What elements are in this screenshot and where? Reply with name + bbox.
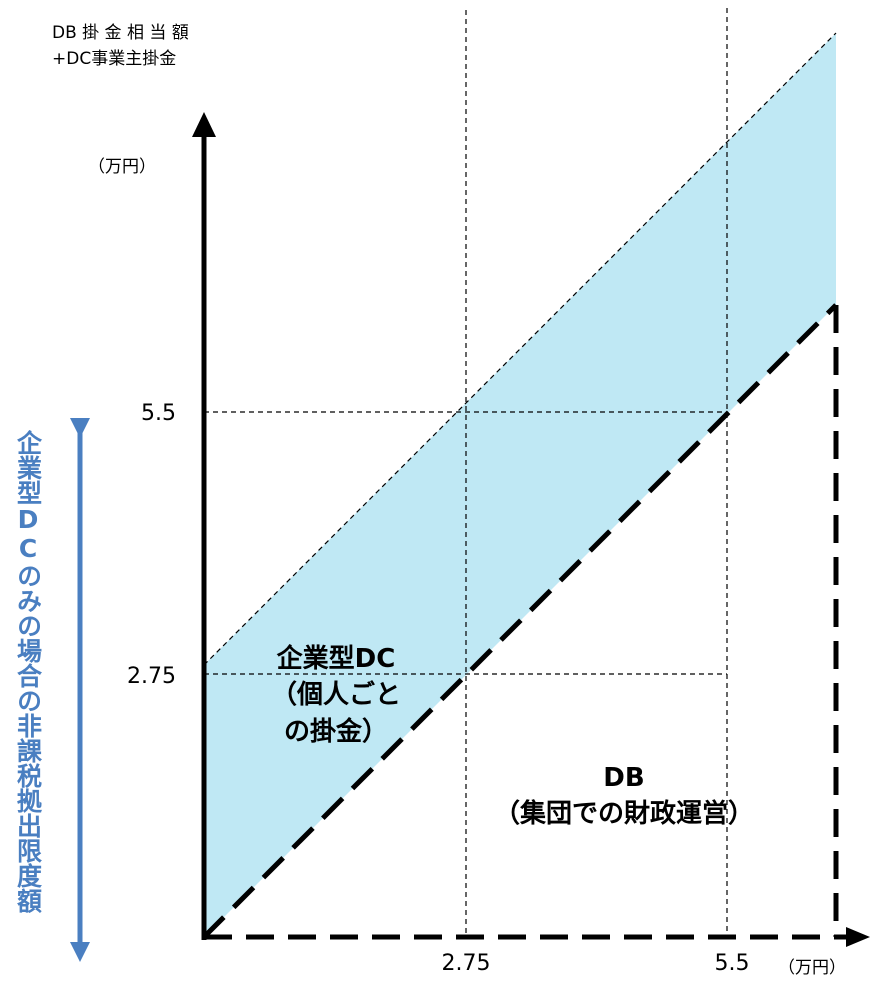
y-tick-5-5: 5.5 <box>141 401 176 426</box>
db-region-label-line-2: （集団での財政運営） <box>494 798 754 829</box>
x-axis-arrowhead <box>846 927 870 947</box>
y-axis-title-line-2: +DC事業主掛金 <box>52 49 176 69</box>
y-tick-2-75: 2.75 <box>127 664 176 689</box>
guide-lines <box>203 8 837 937</box>
db-lines <box>202 303 846 940</box>
x-axis-unit: （万円） <box>778 958 846 978</box>
db-diagonal-line <box>202 303 838 939</box>
x-tick-5-5: 5.5 <box>715 951 750 976</box>
db-region-label-line-1: DB <box>603 763 644 793</box>
dc-region-label-line-2: （個人ごと <box>271 679 401 710</box>
dc-region-label-line-1: 企業型DC <box>277 643 396 674</box>
y-axis-unit: （万円） <box>88 157 156 177</box>
x-tick-2-75: 2.75 <box>442 951 491 976</box>
dc-only-limit-side-label: 企業型DCのみの場合の非課税拠出限度額 <box>14 429 43 914</box>
upper-limit-line <box>203 32 837 666</box>
dc-band-area <box>204 33 836 937</box>
y-axis-title-line-1: DB 掛 金 相 当 額 <box>52 23 189 43</box>
y-axis-arrowhead <box>192 112 216 137</box>
dc-region-label-line-3: の掛金） <box>284 716 388 747</box>
